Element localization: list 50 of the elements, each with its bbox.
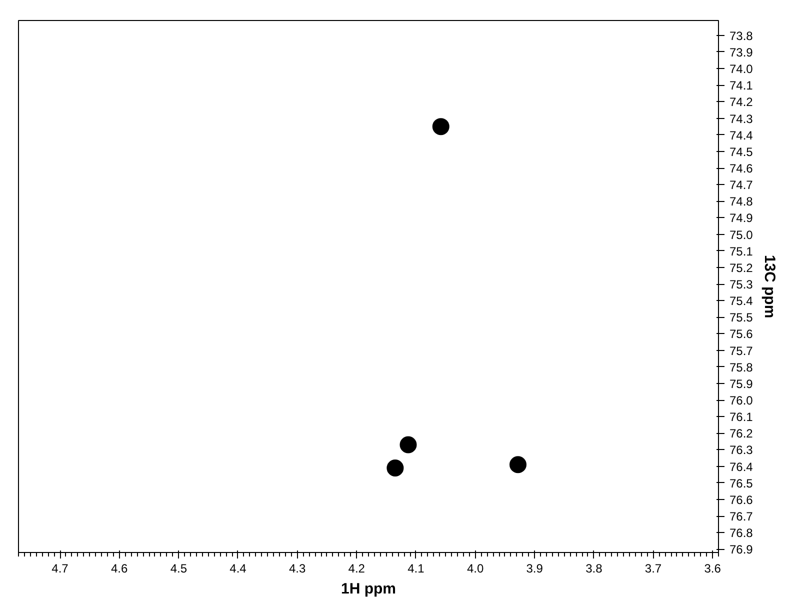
y-tick-label: 74.4 (730, 128, 754, 142)
x-tick-label: 4.0 (466, 562, 484, 576)
y-tick-label: 74.8 (730, 194, 754, 209)
y-tick-label: 75.5 (730, 310, 754, 325)
y-tick-label: 75.4 (730, 294, 754, 308)
y-tick-label: 75.8 (730, 360, 754, 374)
y-axis-title: 13C ppm (760, 254, 778, 318)
x-tick-label: 4.7 (52, 562, 69, 576)
y-tick-label: 74.0 (730, 62, 754, 76)
y-tick-label: 73.8 (730, 28, 754, 43)
y-tick-label: 76.2 (730, 426, 754, 441)
y-tick-label: 76.1 (730, 410, 754, 424)
y-tick-label: 76.3 (730, 443, 754, 458)
x-tick-label: 4.1 (408, 562, 425, 576)
x-tick-label: 4.4 (230, 562, 247, 576)
point (432, 118, 450, 136)
y-tick-label: 74.2 (730, 95, 754, 110)
y-tick-label: 74.1 (730, 78, 754, 93)
y-tick-label: 74.3 (730, 112, 754, 126)
y-tick-label: 76.5 (730, 476, 754, 490)
y-tick-label: 75.3 (730, 278, 754, 292)
y-tick-label: 76.0 (730, 394, 754, 408)
y-tick-label: 75.9 (730, 376, 754, 391)
y-tick-label: 73.9 (730, 45, 754, 60)
point (400, 436, 417, 454)
y-tick-label: 76.8 (730, 526, 754, 540)
x-tick-label: 4.3 (288, 562, 306, 576)
x-tick-label: 4.6 (111, 562, 128, 576)
y-tick-label: 76.6 (730, 492, 754, 507)
x-tick-label: 3.9 (526, 562, 544, 576)
x-tick-label: 4.2 (348, 562, 366, 576)
point (386, 459, 404, 476)
y-tick-label: 76.9 (730, 542, 754, 557)
x-tick-label: 4.5 (170, 562, 188, 576)
y-tick-label: 74.9 (730, 211, 754, 226)
y-tick-label: 75.2 (730, 260, 754, 275)
y-tick-label: 75.0 (730, 228, 754, 242)
y-tick-label: 75.6 (730, 327, 754, 342)
y-tick-label: 74.5 (730, 144, 754, 159)
y-tick-label: 76.4 (730, 460, 754, 474)
y-tick-label: 76.7 (730, 510, 754, 524)
y-tick-label: 74.7 (730, 178, 754, 192)
y-tick-label: 75.1 (730, 244, 754, 258)
x-tick-label: 3.7 (644, 562, 662, 576)
point (509, 456, 526, 474)
y-tick-label: 74.6 (730, 162, 754, 176)
x-tick-label: 3.6 (704, 562, 722, 576)
x-tick-label: 3.8 (586, 562, 603, 576)
y-tick-label: 75.7 (730, 344, 754, 358)
x-axis-title: 1H ppm (341, 580, 396, 598)
